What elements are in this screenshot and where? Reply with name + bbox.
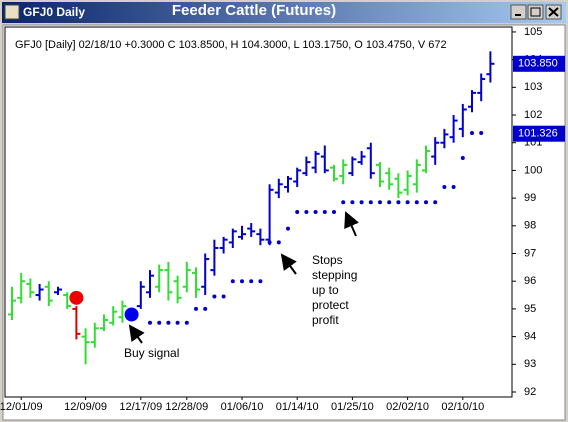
window-icon bbox=[4, 4, 20, 20]
y-tick-label: 99 bbox=[524, 192, 536, 204]
stop-dot bbox=[194, 306, 198, 311]
y-tick-label: 96 bbox=[524, 275, 536, 287]
stop-dot bbox=[387, 200, 392, 205]
stop-dot bbox=[451, 185, 456, 190]
annotation-line: stepping bbox=[312, 268, 357, 282]
stop-dot bbox=[295, 209, 300, 214]
stop-dot bbox=[424, 200, 428, 205]
window-title: GFJ0 Daily bbox=[23, 5, 85, 19]
stop-dot bbox=[350, 200, 355, 205]
stop-dot bbox=[276, 240, 281, 245]
stop-dot bbox=[267, 240, 272, 245]
y-tick-label: 92 bbox=[524, 386, 536, 398]
stop-dot bbox=[184, 320, 189, 325]
info-line: GFJ0 [Daily] 02/18/10 +0.3000 C 103.8500… bbox=[15, 39, 447, 51]
signal bbox=[69, 290, 84, 305]
price-label-box bbox=[513, 125, 565, 142]
annotation-arrow bbox=[280, 253, 297, 275]
x-tick-label: 12/09/09 bbox=[64, 401, 107, 413]
stop-dot bbox=[378, 200, 382, 205]
annotation-arrow bbox=[128, 324, 145, 344]
maximize-button[interactable] bbox=[527, 4, 544, 20]
x-tick-label: 02/10/10 bbox=[441, 401, 484, 413]
y-tick-label: 98 bbox=[524, 220, 536, 232]
stop-dot bbox=[304, 209, 309, 214]
annotation-line: protect bbox=[312, 298, 349, 312]
stop-dot bbox=[332, 209, 336, 214]
stop-dot bbox=[230, 279, 235, 284]
stop-dot bbox=[175, 320, 180, 325]
stop-dot bbox=[433, 200, 438, 205]
annotation-arrow bbox=[344, 211, 359, 237]
y-tick-label: 94 bbox=[524, 331, 536, 343]
stop-dot bbox=[479, 131, 484, 136]
x-tick-label: 02/02/10 bbox=[386, 401, 429, 413]
stop-dot bbox=[157, 320, 162, 325]
stop-dot bbox=[405, 200, 410, 205]
y-tick-label: 95 bbox=[524, 303, 536, 315]
x-tick-label: 01/14/10 bbox=[276, 401, 319, 413]
stop-dot bbox=[240, 279, 244, 284]
annotation-line: up to bbox=[312, 283, 339, 297]
stop-dot bbox=[203, 306, 208, 311]
marks: 929394959697989910010110210310410512/01/… bbox=[0, 26, 565, 413]
annotation-line: profit bbox=[312, 313, 339, 327]
stop-dot bbox=[470, 131, 474, 136]
stop-dot bbox=[359, 200, 364, 205]
signal bbox=[124, 307, 139, 322]
stop-dot bbox=[221, 294, 226, 299]
stop-dot bbox=[212, 294, 217, 299]
stop-dot bbox=[249, 279, 254, 284]
y-tick-label: 97 bbox=[524, 247, 536, 259]
y-tick-label: 100 bbox=[524, 164, 542, 176]
annotation-line: Stops bbox=[312, 253, 343, 267]
maximize-glyph bbox=[530, 7, 541, 17]
stop-dot bbox=[258, 279, 263, 284]
x-tick-label: 12/01/09 bbox=[0, 401, 43, 413]
y-tick-label: 102 bbox=[524, 109, 542, 121]
stop-dot bbox=[341, 200, 346, 205]
y-tick-label: 93 bbox=[524, 358, 536, 370]
plot-area bbox=[4, 26, 513, 398]
price-label: 101.326 bbox=[518, 128, 558, 140]
stop-dot bbox=[166, 320, 171, 325]
stop-dot bbox=[313, 209, 318, 214]
stop-dot bbox=[368, 200, 373, 205]
y-tick-label: 105 bbox=[524, 26, 542, 38]
stop-dot bbox=[460, 155, 465, 160]
stop-dot bbox=[442, 185, 447, 190]
price-label: 103.850 bbox=[518, 58, 558, 70]
price-label-box bbox=[513, 55, 565, 72]
annotation: Buy signal bbox=[124, 346, 179, 360]
window-buttons[interactable] bbox=[510, 4, 562, 20]
x-tick-label: 12/17/09 bbox=[119, 401, 162, 413]
y-tick-label: 103 bbox=[524, 81, 542, 93]
close-glyph bbox=[548, 7, 559, 17]
stop-dot bbox=[414, 200, 419, 205]
stop-dot bbox=[322, 209, 327, 214]
stop-dot bbox=[396, 200, 401, 205]
x-tick-label: 01/25/10 bbox=[331, 401, 374, 413]
chart-title: Feeder Cattle (Futures) bbox=[172, 2, 336, 19]
x-tick-label: 01/06/10 bbox=[221, 401, 264, 413]
title-bar bbox=[2, 2, 566, 23]
minimize-button[interactable] bbox=[510, 4, 527, 20]
stop-dot bbox=[286, 226, 290, 231]
x-tick-label: 12/28/09 bbox=[165, 401, 208, 413]
stop-dot bbox=[148, 320, 152, 325]
